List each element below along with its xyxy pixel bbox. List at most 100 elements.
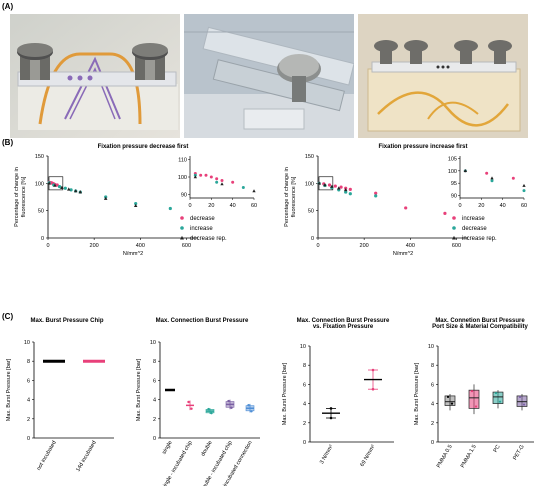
data-point [207, 407, 210, 411]
y-tick-label: 2 [153, 417, 156, 423]
inset-data-point [193, 175, 197, 179]
c2-plot: Max. Burst Pressure [bar]1086420singlesi… [136, 340, 260, 486]
data-point [522, 403, 526, 406]
c3-title: Max. Connection Burst Pressure vs. Fixat… [296, 318, 390, 330]
data-point [337, 186, 341, 190]
panel-label-c: (C) [2, 312, 14, 321]
y-axis-label: Percentage of change in [14, 167, 20, 227]
data-point [348, 187, 352, 191]
x-axis-label: N/mm^2 [393, 251, 413, 257]
inset-y-tick-label: 90 [451, 194, 457, 200]
category-label: PC [493, 444, 502, 454]
y-axis-label: Max. Burst Pressure [bar] [6, 358, 12, 421]
y-tick-label: 50 [308, 209, 314, 215]
data-point [344, 190, 348, 194]
data-point [404, 206, 408, 210]
data-point [371, 387, 375, 391]
data-point [190, 407, 193, 410]
data-point [317, 181, 321, 185]
b-right-title: Fixation pressure increase first [378, 144, 468, 150]
category-label: PMMA 0.5 [436, 444, 454, 469]
category-label: 3 N/mm² [319, 444, 335, 465]
data-point [323, 183, 327, 187]
data-point [498, 400, 502, 403]
y-tick-label: 0 [303, 440, 306, 446]
data-point [47, 181, 51, 185]
legend-marker [452, 226, 456, 230]
x-tick-label: 0 [316, 243, 319, 249]
inset-x-tick-label: 60 [521, 203, 527, 209]
y-tick-label: 10 [24, 340, 30, 346]
inset-y-tick-label: 100 [178, 175, 187, 181]
data-point [168, 206, 172, 211]
y-axis-label: fluorescence [%] [291, 176, 297, 217]
data-point [57, 185, 62, 189]
category-label: single [161, 440, 173, 455]
y-tick-label: 0 [27, 436, 30, 442]
inset-x-tick-label: 60 [251, 203, 257, 209]
inset-x-tick-label: 20 [478, 203, 484, 209]
data-point [343, 187, 348, 192]
y-tick-label: 4 [27, 398, 30, 404]
box [225, 401, 235, 408]
y-tick-label: 6 [153, 378, 156, 384]
data-point [230, 406, 233, 409]
category-label: PMMA 1.5 [460, 444, 478, 469]
y-tick-label: 2 [303, 421, 306, 427]
legend-marker [180, 226, 184, 230]
legend-label: increase [190, 226, 213, 232]
data-point [187, 400, 190, 404]
y-tick-label: 0 [153, 436, 156, 442]
y-tick-label: 2 [27, 417, 30, 423]
box [468, 389, 480, 409]
data-point [69, 188, 73, 192]
data-point [374, 194, 378, 198]
category-label: not incubated [36, 440, 58, 472]
y-tick-label: 150 [305, 154, 314, 160]
inset-data-point [215, 180, 219, 184]
y-tick-label: 100 [305, 181, 314, 187]
x-tick-label: 400 [406, 243, 415, 249]
category-label: double [200, 440, 213, 457]
c1-plot: Max. Burst Pressure [bar] 10 8 6 4 2 0 not incu… [6, 340, 114, 473]
data-point [210, 411, 213, 415]
legend-marker [452, 235, 456, 240]
legend-marker [180, 216, 184, 220]
data-point [374, 191, 378, 195]
box [205, 409, 215, 414]
y-tick-label: 8 [431, 363, 434, 369]
inset-x-tick-label: 40 [230, 203, 236, 209]
y-axis-label: fluorescence [%] [21, 176, 27, 217]
inset-data-point [522, 189, 526, 193]
c3-plot: Max. Burst Pressure [bar] 10 8 6 4 2 0 3 N/mm² 6… [282, 344, 394, 468]
data-point [446, 395, 450, 398]
y-tick-label: 100 [35, 181, 44, 187]
data-point [330, 184, 334, 188]
inset-y-tick-label: 90 [181, 193, 187, 199]
x-tick-label: 200 [360, 243, 369, 249]
data-point [73, 189, 78, 193]
legend-marker [180, 235, 184, 240]
y-axis-label: Max. Burst Pressure [bar] [414, 362, 420, 425]
b-left-legend: decrease increase decrease rep. [180, 216, 227, 242]
inset-y-tick-label: 110 [178, 158, 187, 164]
inset-data-point [231, 180, 235, 184]
legend-label: decrease rep. [190, 236, 227, 242]
category-label: 14d incubated [75, 440, 97, 473]
panel-label-a: (A) [2, 2, 14, 11]
x-tick-label: 400 [136, 243, 145, 249]
legend-marker [452, 216, 456, 220]
y-tick-label: 150 [35, 154, 44, 160]
data-point [55, 183, 59, 187]
y-tick-label: 6 [303, 382, 306, 388]
y-tick-label: 4 [431, 402, 434, 408]
y-tick-label: 4 [153, 398, 156, 404]
y-tick-label: 8 [153, 359, 156, 365]
data-point [348, 192, 352, 196]
data-point [247, 404, 250, 407]
multi-chip-photo [358, 14, 528, 138]
inset-data-point [241, 186, 245, 189]
inset-x-tick-label: 0 [458, 203, 461, 209]
inset-data-point [204, 173, 208, 177]
